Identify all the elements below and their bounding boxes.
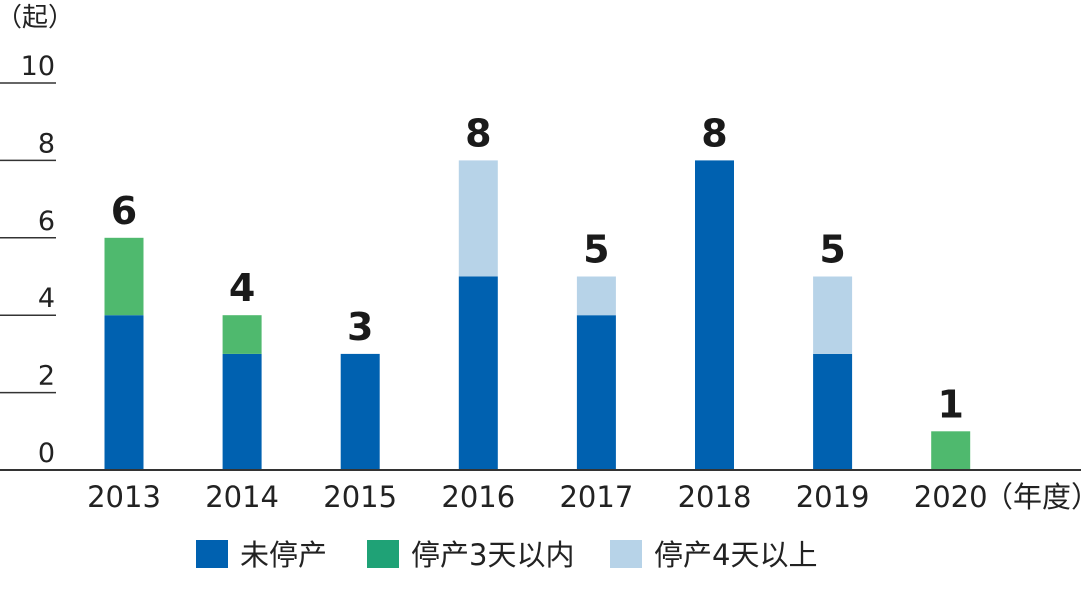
bar-total-label: 5 bbox=[583, 228, 609, 272]
y-tick-label: 10 bbox=[21, 51, 55, 82]
x-tick-label: 2016 bbox=[441, 480, 515, 514]
y-axis: 0 2 4 6 8 10 bbox=[0, 51, 56, 469]
bar-total-label: 1 bbox=[937, 382, 963, 426]
bar-total-label: 3 bbox=[347, 305, 373, 349]
bar-segment bbox=[340, 353, 380, 470]
legend-swatch bbox=[367, 540, 399, 568]
y-tick-label: 6 bbox=[38, 206, 55, 237]
bar-total-label: 5 bbox=[819, 228, 845, 272]
bar-totals: 6 4 3 8 5 8 5 1 bbox=[111, 111, 964, 426]
bar-segment bbox=[576, 276, 616, 316]
y-tick-label: 4 bbox=[38, 283, 55, 314]
legend: 未停产 停产3天以内 停产4天以上 bbox=[196, 538, 817, 572]
bar-total-label: 6 bbox=[111, 189, 137, 233]
y-tick-label: 8 bbox=[38, 128, 55, 159]
bar-segment bbox=[813, 353, 853, 470]
x-tick-label: 2019 bbox=[796, 480, 870, 514]
x-tick-label: 2018 bbox=[678, 480, 752, 514]
y-tick-label: 2 bbox=[38, 361, 55, 392]
legend-swatch bbox=[610, 540, 642, 568]
x-tick-label: 2017 bbox=[559, 480, 633, 514]
bar-segment bbox=[458, 276, 498, 470]
x-axis: 2013 2014 2015 2016 2017 2018 2019 2020 bbox=[87, 480, 988, 514]
legend-label: 停产4天以上 bbox=[654, 538, 817, 572]
bars bbox=[104, 160, 971, 470]
bar-total-label: 8 bbox=[465, 111, 491, 155]
bar-total-label: 8 bbox=[701, 111, 727, 155]
x-axis-unit-label: （年度） bbox=[984, 480, 1081, 514]
bar-segment bbox=[222, 353, 262, 470]
y-axis-unit-label: （起） bbox=[0, 3, 74, 33]
bar-segment bbox=[104, 315, 144, 470]
y-tick-label: 0 bbox=[38, 438, 55, 469]
legend-label: 未停产 bbox=[240, 538, 327, 572]
legend-label: 停产3天以内 bbox=[411, 538, 574, 572]
bar-segment bbox=[104, 237, 144, 316]
bar-total-label: 4 bbox=[229, 266, 255, 310]
bar-segment bbox=[931, 431, 971, 470]
x-tick-label: 2020 bbox=[914, 480, 988, 514]
bar-segment bbox=[813, 276, 853, 354]
legend-swatch bbox=[196, 540, 228, 568]
bar-segment bbox=[458, 160, 498, 277]
x-tick-label: 2014 bbox=[205, 480, 279, 514]
bar-segment bbox=[576, 315, 616, 470]
x-tick-label: 2015 bbox=[323, 480, 397, 514]
bar-segment bbox=[695, 160, 734, 470]
x-tick-label: 2013 bbox=[87, 480, 161, 514]
bar-segment bbox=[222, 315, 262, 354]
